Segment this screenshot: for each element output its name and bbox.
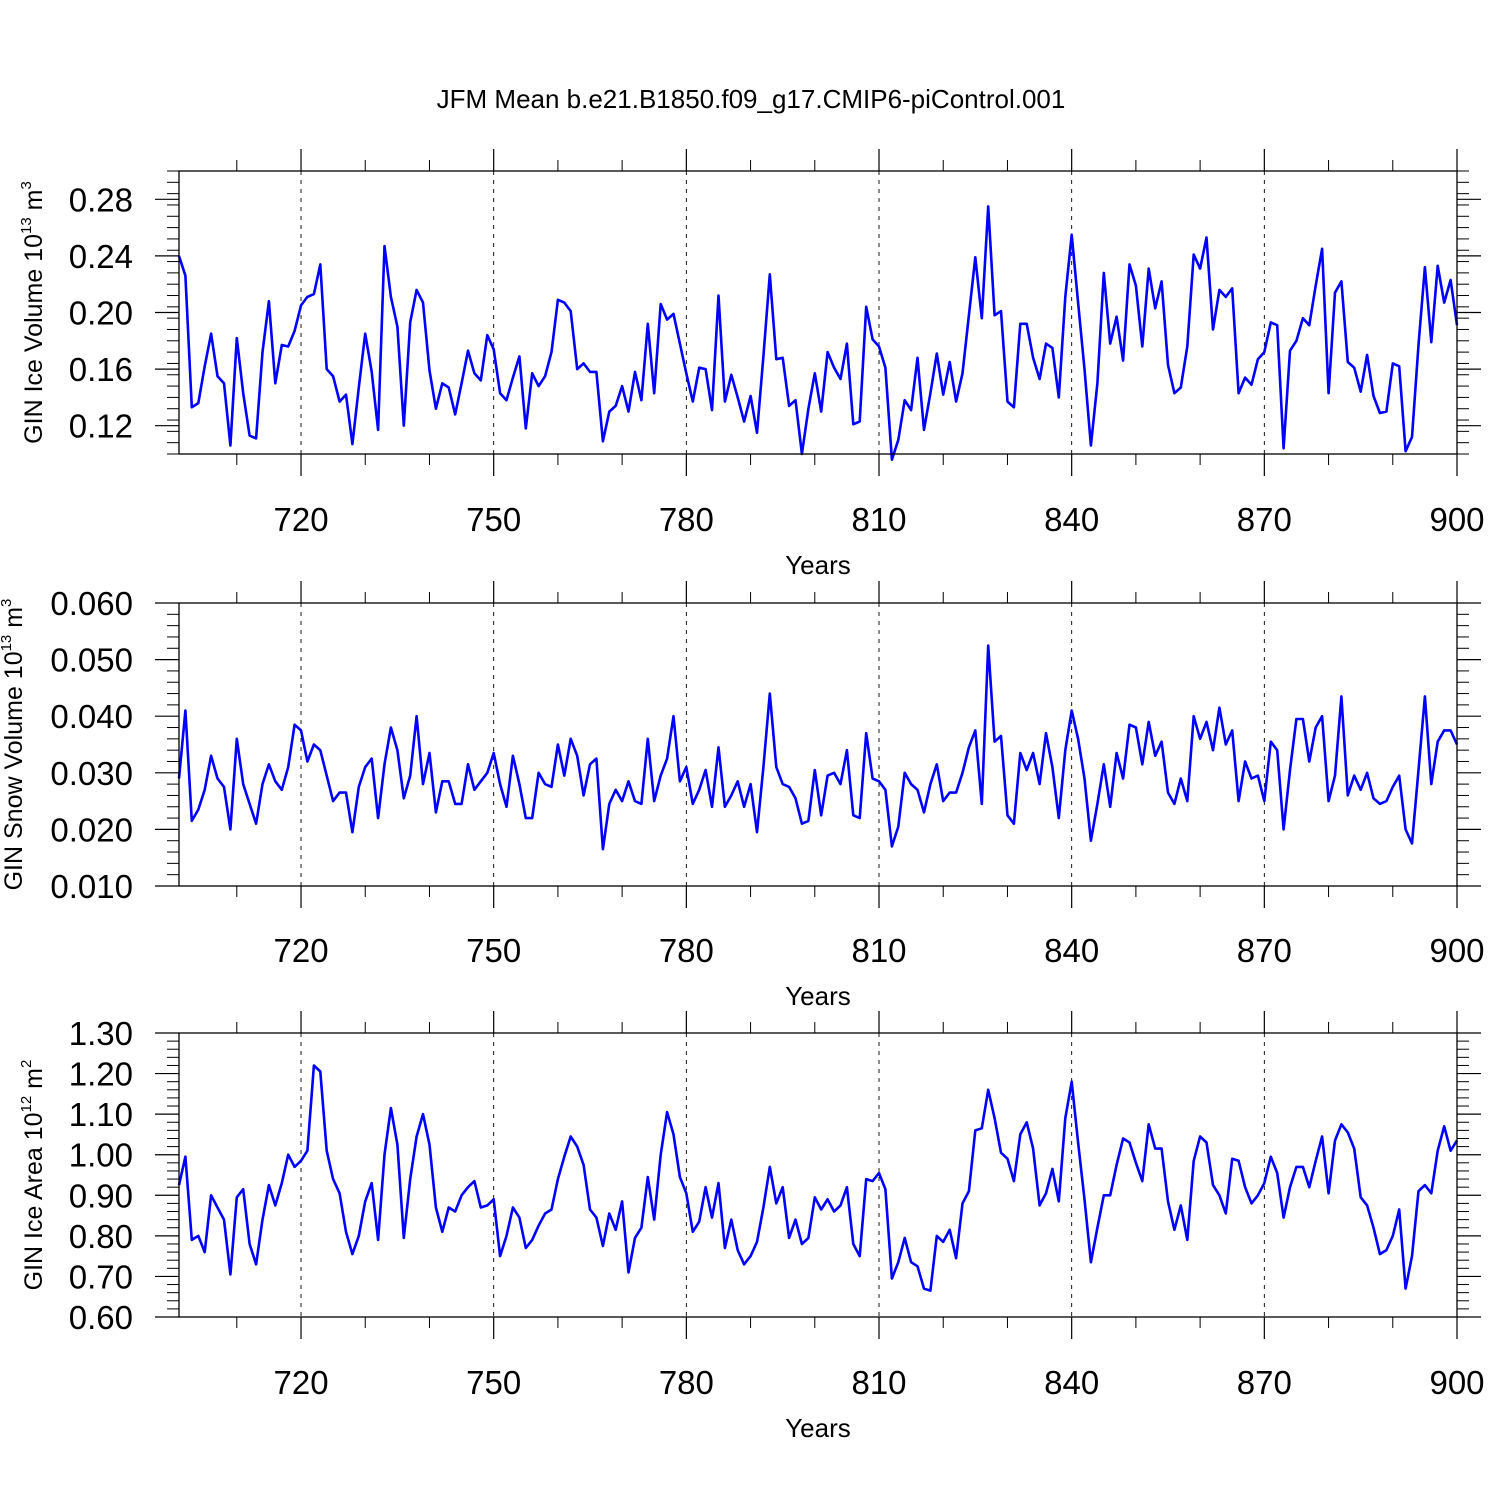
major-ticks: [155, 149, 1481, 476]
x-tick-label: 750: [466, 932, 521, 969]
major-ticks: [155, 1011, 1481, 1339]
x-tick-label: 810: [851, 932, 906, 969]
x-tick-label: 900: [1429, 501, 1484, 538]
x-tick-label: 840: [1044, 932, 1099, 969]
plot-frame: [178, 170, 1458, 455]
y-tick-label: 0.28: [69, 181, 133, 218]
x-tick-label: 720: [273, 501, 328, 538]
x-grid-lines: [300, 603, 1265, 886]
y-tick-label: 0.12: [69, 408, 133, 445]
y-tick-label: 0.060: [50, 585, 133, 622]
x-axis-title: Years: [785, 1413, 851, 1443]
snow-volume-panel: 720 750 780 810 840 870 900 0.0100.0200.0300.0…: [0, 581, 1485, 1011]
minor-ticks: [167, 592, 1469, 897]
y-tick-labels: 0.60 0.700.80 0.901.00 1.101.20 1.30: [69, 1015, 133, 1336]
x-grid-lines: [300, 171, 1265, 454]
y-axis-title: GIN Ice Volume 1013 m3: [18, 181, 48, 444]
x-tick-label: 720: [273, 932, 328, 969]
y-tick-label: 0.030: [50, 755, 133, 792]
x-axis-title: Years: [785, 550, 851, 580]
x-tick-label: 870: [1237, 1364, 1292, 1401]
x-tick-labels: 720 750 780 810 840 870 900: [273, 1364, 1484, 1401]
y-tick-label: 0.010: [50, 868, 133, 905]
y-tick-label: 1.30: [69, 1015, 133, 1052]
major-ticks: [155, 581, 1481, 908]
y-tick-label: 0.70: [69, 1258, 133, 1295]
x-tick-label: 840: [1044, 501, 1099, 538]
ice-area-panel: 720 750 780 810 840 870 900 0.600.700.800.901.…: [18, 1011, 1485, 1443]
y-tick-label: 0.040: [50, 698, 133, 735]
chart-title: JFM Mean b.e21.B1850.f09_g17.CMIP6-piCon…: [437, 84, 1066, 114]
plot-frame: [178, 602, 1458, 887]
x-tick-label: 780: [659, 932, 714, 969]
y-tick-label: 1.10: [69, 1096, 133, 1133]
ice-volume-panel: 720 750 780 810 840 870 900 0.120.160.200.240.…: [18, 149, 1485, 580]
x-tick-label: 900: [1429, 1364, 1484, 1401]
x-tick-label: 870: [1237, 501, 1292, 538]
y-tick-label: 0.90: [69, 1177, 133, 1214]
y-tick-label: 0.16: [69, 351, 133, 388]
plot-frame: [178, 1032, 1458, 1318]
x-tick-label: 720: [273, 1364, 328, 1401]
ice-volume-line: [177, 205, 1459, 462]
y-tick-label: 0.20: [69, 295, 133, 332]
y-tick-label: 0.050: [50, 642, 133, 679]
y-tick-label: 1.00: [69, 1137, 133, 1174]
ice-area-line: [177, 1064, 1459, 1292]
y-axis-title: GIN Ice Area 1012 m2: [18, 1060, 48, 1291]
y-tick-label: 0.020: [50, 811, 133, 848]
x-tick-labels: 720 750 780 810 840 870 900: [273, 501, 1484, 538]
y-axis-title: GIN Snow Volume 1013 m3: [0, 599, 28, 891]
snow-volume-line: [177, 644, 1459, 851]
y-tick-labels: 0.010 0.020 0.030 0.040 0.050 0.060: [50, 585, 133, 905]
y-tick-label: 0.60: [69, 1299, 133, 1336]
x-tick-label: 750: [466, 501, 521, 538]
x-tick-label: 810: [851, 1364, 906, 1401]
x-tick-label: 780: [659, 501, 714, 538]
y-tick-label: 0.24: [69, 238, 133, 275]
x-tick-label: 750: [466, 1364, 521, 1401]
y-tick-labels: 0.12 0.16 0.20 0.24 0.28: [69, 181, 133, 444]
minor-ticks: [167, 160, 1469, 465]
x-tick-label: 780: [659, 1364, 714, 1401]
x-tick-label: 900: [1429, 932, 1484, 969]
x-tick-label: 870: [1237, 932, 1292, 969]
x-tick-label: 810: [851, 501, 906, 538]
y-tick-label: 1.20: [69, 1056, 133, 1093]
x-grid-lines: [300, 1033, 1265, 1317]
minor-ticks: [167, 1022, 1469, 1328]
y-tick-label: 0.80: [69, 1218, 133, 1255]
x-tick-labels: 720 750 780 810 840 870 900: [273, 932, 1484, 969]
x-axis-title: Years: [785, 981, 851, 1011]
x-tick-label: 840: [1044, 1364, 1099, 1401]
